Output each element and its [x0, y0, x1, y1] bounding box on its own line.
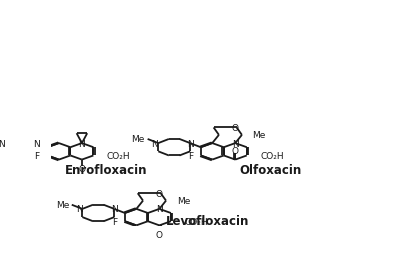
- Text: O: O: [231, 123, 239, 132]
- Text: CO₂H: CO₂H: [260, 151, 284, 160]
- Text: O: O: [78, 164, 85, 173]
- Text: Enrofloxacin: Enrofloxacin: [65, 164, 148, 177]
- Text: Levofloxacin: Levofloxacin: [166, 214, 249, 227]
- Text: Me: Me: [177, 196, 190, 205]
- Text: N: N: [33, 139, 40, 148]
- Text: F: F: [112, 217, 117, 226]
- Text: O: O: [156, 230, 163, 239]
- Text: Olfoxacin: Olfoxacin: [239, 164, 302, 177]
- Text: N: N: [151, 139, 158, 148]
- Text: N: N: [187, 139, 193, 148]
- Text: N: N: [78, 139, 85, 148]
- Text: Me: Me: [132, 135, 145, 144]
- Text: O: O: [232, 147, 239, 155]
- Text: CO₂H: CO₂H: [184, 217, 208, 226]
- Text: N: N: [0, 139, 5, 148]
- Text: N: N: [75, 204, 82, 214]
- Text: CO₂H: CO₂H: [106, 151, 130, 160]
- Text: F: F: [34, 151, 40, 160]
- Text: O: O: [155, 189, 163, 198]
- Text: N: N: [111, 204, 118, 214]
- Text: N: N: [156, 204, 163, 214]
- Text: Me: Me: [253, 131, 266, 140]
- Text: Me: Me: [56, 200, 69, 209]
- Text: N: N: [232, 139, 239, 148]
- Text: F: F: [188, 151, 193, 160]
